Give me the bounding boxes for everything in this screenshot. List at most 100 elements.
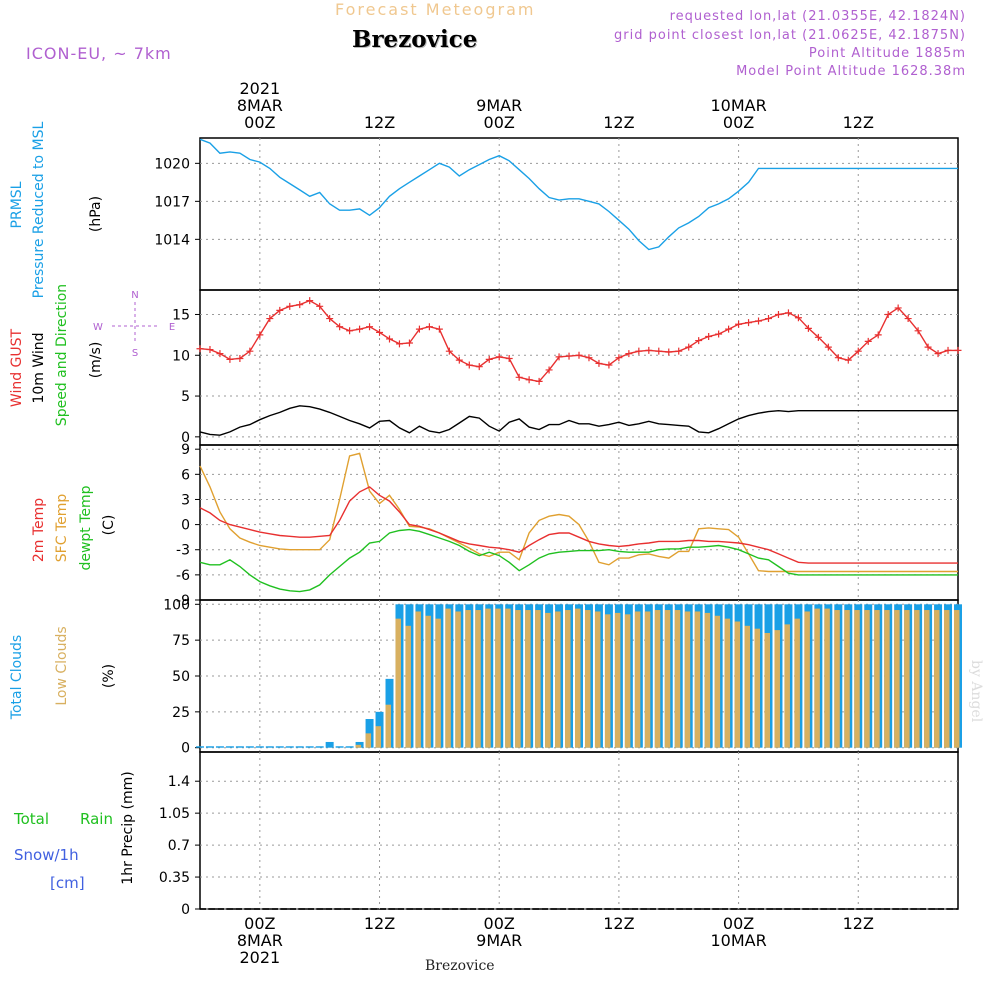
wind-gust-marker bbox=[525, 376, 533, 384]
low-cloud-bar bbox=[604, 614, 611, 748]
wind-gust-marker bbox=[356, 325, 364, 333]
watermark: by Angel bbox=[968, 660, 984, 723]
bottom-time-label: 8MAR bbox=[237, 931, 283, 950]
wind-gust-marker bbox=[944, 346, 952, 354]
bottom-time-label: 9MAR bbox=[476, 931, 522, 950]
bottom-time-label: 12Z bbox=[364, 914, 395, 933]
low-cloud-bar bbox=[874, 610, 880, 748]
requested-coords: requested lon,lat (21.0355E, 42.1824N) bbox=[669, 9, 966, 24]
wind-gust-marker bbox=[665, 348, 673, 356]
top-time-label: 9MAR bbox=[476, 96, 522, 115]
chart-title: Forecast Meteogram bbox=[335, 0, 536, 19]
wind-ytick-label: 0 bbox=[181, 430, 190, 446]
low-cloud-bar bbox=[365, 733, 372, 748]
wind-gust-marker bbox=[455, 356, 463, 364]
clouds-ytick-label: 0 bbox=[181, 741, 190, 757]
bottom-time-label: 2021 bbox=[239, 948, 280, 967]
precip-ytick-label: 1.05 bbox=[159, 806, 190, 822]
wind-gust-marker bbox=[894, 304, 902, 312]
temperature-ytick-label: 0 bbox=[181, 518, 190, 534]
top-time-label: 00Z bbox=[723, 113, 754, 132]
low-cloud-bar bbox=[495, 608, 501, 748]
wind-gust-marker bbox=[495, 353, 503, 361]
temperature-ytick-label: 6 bbox=[181, 467, 190, 483]
bottom-time-label: 12Z bbox=[843, 914, 874, 933]
wind-frame bbox=[199, 289, 959, 446]
low-cloud-bar bbox=[744, 625, 751, 748]
wind-gust-marker bbox=[535, 377, 543, 385]
precip-label-unit: 1hr Precip (mm) bbox=[120, 771, 136, 884]
wind-ytick-label: 10 bbox=[172, 348, 190, 364]
temperature-ytick-label: -6 bbox=[176, 568, 190, 584]
wind-gust-marker bbox=[765, 315, 772, 323]
low-cloud-bar bbox=[814, 608, 820, 748]
temp-2m-line bbox=[199, 486, 958, 564]
low-cloud-bar bbox=[914, 610, 920, 748]
wind-gust-marker bbox=[336, 323, 344, 331]
wind-gust-marker bbox=[595, 359, 603, 367]
low-cloud-bar bbox=[734, 621, 741, 748]
temp-label-dewpt: dewpt Temp bbox=[78, 485, 94, 570]
wind-gust-marker bbox=[675, 347, 683, 355]
clouds-ytick-label: 50 bbox=[172, 669, 190, 685]
wind-gust-marker bbox=[366, 323, 374, 331]
low-cloud-bar bbox=[684, 611, 691, 748]
wind-gust-marker bbox=[874, 331, 882, 339]
temp-label-sfc: SFC Temp bbox=[54, 494, 70, 563]
wind-label-gust: Wind GUST bbox=[9, 328, 25, 407]
low-cloud-bar bbox=[764, 632, 770, 748]
total-cloud-bar bbox=[345, 746, 354, 748]
wind-gust-marker bbox=[804, 324, 812, 332]
clouds-label-unit: (%) bbox=[101, 664, 117, 688]
wind-gust-marker bbox=[395, 340, 403, 348]
wind-gust-marker bbox=[465, 361, 473, 369]
low-cloud-bar bbox=[904, 610, 910, 748]
low-cloud-bar bbox=[485, 608, 491, 748]
temp-sfc-line bbox=[199, 452, 958, 573]
wind-ytick-label: 15 bbox=[172, 307, 190, 323]
compass-n: N bbox=[131, 290, 138, 301]
top-time-label: 12Z bbox=[364, 113, 395, 132]
pressure-frame bbox=[199, 137, 959, 291]
low-cloud-bar bbox=[505, 608, 511, 748]
wind-gust-marker bbox=[565, 352, 573, 360]
wind-gust-marker bbox=[904, 315, 912, 323]
low-cloud-bar bbox=[694, 611, 701, 748]
wind-gust-marker bbox=[605, 361, 613, 369]
clouds-panel: 0 25 50 75 100 bbox=[163, 597, 962, 757]
wind-gust-marker bbox=[276, 306, 284, 314]
temperature-ytick-label: -9 bbox=[176, 593, 190, 609]
precip-label-snow: Snow/1h bbox=[14, 846, 79, 864]
total-cloud-bar bbox=[335, 746, 344, 748]
low-cloud-bar bbox=[864, 610, 870, 748]
wind-ytick-label: 5 bbox=[181, 389, 190, 405]
wind-gust-marker bbox=[306, 297, 314, 305]
top-time-label: 12Z bbox=[843, 113, 874, 132]
wind-gust-marker bbox=[784, 309, 792, 317]
pressure-label-prmsl: PRMSL bbox=[9, 181, 25, 228]
wind-gust-marker bbox=[645, 346, 653, 354]
wind-gust-marker bbox=[196, 345, 204, 353]
location-title: Brezovice bbox=[352, 26, 478, 53]
pressure-label-desc: Pressure Reduced to MSL bbox=[31, 121, 47, 298]
low-cloud-bar bbox=[634, 611, 641, 748]
total-cloud-bar bbox=[245, 746, 254, 748]
wind-gust-marker bbox=[386, 335, 393, 343]
point-altitude: Point Altitude 1885m bbox=[808, 46, 966, 61]
wind-gust-marker bbox=[415, 325, 423, 333]
low-cloud-bar bbox=[525, 610, 531, 748]
wind-gust-marker bbox=[485, 355, 493, 363]
wind-gust-marker bbox=[615, 354, 623, 362]
wind-gust-marker bbox=[435, 325, 443, 333]
total-cloud-bar bbox=[305, 746, 314, 748]
precip-label-total: Total bbox=[13, 810, 49, 828]
grid-point-coords: grid point closest lon,lat (21.0625E, 42… bbox=[614, 28, 966, 43]
total-cloud-bar bbox=[225, 746, 234, 748]
wind-gust-marker bbox=[545, 366, 553, 374]
bottom-time-label: 10MAR bbox=[710, 931, 766, 950]
low-cloud-bar bbox=[894, 610, 900, 748]
pressure-ytick-label: 1017 bbox=[154, 194, 190, 210]
low-cloud-bar bbox=[754, 628, 761, 748]
wind-gust-marker bbox=[774, 310, 782, 318]
